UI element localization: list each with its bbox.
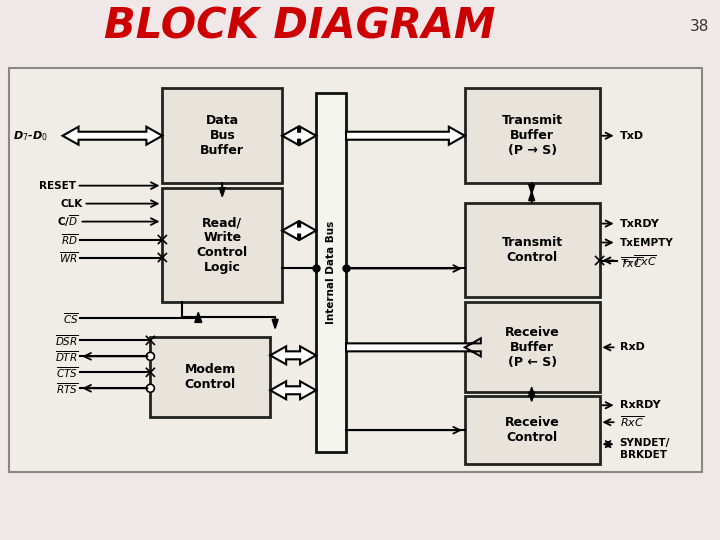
Circle shape (146, 352, 154, 360)
Text: $\overline{WR}$: $\overline{WR}$ (59, 250, 78, 265)
Text: $\leftarrow\overline{TxC}$: $\leftarrow\overline{TxC}$ (619, 253, 657, 268)
Text: Transmit
Control: Transmit Control (502, 236, 563, 264)
Text: $\overline{RD}$: $\overline{RD}$ (61, 232, 78, 247)
FancyArrow shape (528, 183, 535, 194)
Text: $\overline{CS}$: $\overline{CS}$ (63, 311, 78, 326)
Bar (162, 187, 282, 302)
Text: $\overline{RTS}$: $\overline{RTS}$ (56, 381, 78, 396)
Text: 38: 38 (690, 19, 709, 35)
Bar (150, 338, 270, 417)
Polygon shape (270, 381, 316, 399)
Text: RESET: RESET (38, 181, 76, 191)
Text: Modem
Control: Modem Control (184, 363, 236, 392)
Bar (1, 1, 719, 61)
Text: Receive
Buffer
(P ← S): Receive Buffer (P ← S) (505, 326, 559, 369)
Text: $\overline{DTR}$: $\overline{DTR}$ (55, 349, 78, 364)
Text: TxRDY: TxRDY (619, 219, 660, 228)
Text: Data
Bus
Buffer: Data Bus Buffer (200, 114, 244, 157)
Bar (465, 396, 600, 464)
Text: Transmit
Buffer
(P → S): Transmit Buffer (P → S) (502, 114, 563, 157)
Text: $\overline{RxC}$: $\overline{RxC}$ (619, 415, 644, 429)
Polygon shape (282, 127, 316, 145)
Polygon shape (346, 339, 481, 356)
FancyArrow shape (272, 318, 278, 328)
FancyArrow shape (528, 192, 535, 202)
Bar (465, 202, 600, 298)
Text: BLOCK DIAGRAM: BLOCK DIAGRAM (104, 6, 496, 48)
Polygon shape (346, 127, 465, 145)
Polygon shape (270, 346, 316, 364)
Bar (162, 88, 282, 183)
Bar (316, 93, 346, 452)
Text: D$_7$-D$_0$: D$_7$-D$_0$ (13, 129, 48, 143)
Text: CLK: CLK (60, 199, 83, 208)
FancyArrow shape (528, 392, 535, 401)
FancyArrow shape (220, 183, 225, 197)
Text: $\overline{CTS}$: $\overline{CTS}$ (56, 365, 78, 380)
Text: C/$\overline{D}$: C/$\overline{D}$ (57, 214, 78, 230)
Bar (465, 302, 600, 392)
Text: Receive
Control: Receive Control (505, 416, 559, 444)
Text: SYNDET/
BRKDET: SYNDET/ BRKDET (619, 438, 670, 460)
Polygon shape (63, 127, 162, 145)
Bar (9, 68, 703, 472)
Text: TxD: TxD (619, 131, 644, 141)
Text: Read/
Write
Control
Logic: Read/ Write Control Logic (197, 216, 248, 274)
FancyArrow shape (528, 387, 535, 396)
Text: $\overline{DSR}$: $\overline{DSR}$ (55, 333, 78, 348)
Text: RxD: RxD (619, 342, 644, 353)
Text: RxRDY: RxRDY (619, 400, 660, 410)
Text: TxEMPTY: TxEMPTY (619, 238, 673, 247)
Text: Internal Data Bus: Internal Data Bus (326, 221, 336, 324)
Text: $\overline{TxC}$: $\overline{TxC}$ (619, 255, 643, 270)
Circle shape (146, 384, 154, 392)
FancyArrow shape (195, 313, 202, 322)
Bar (465, 88, 600, 183)
Polygon shape (282, 221, 316, 240)
